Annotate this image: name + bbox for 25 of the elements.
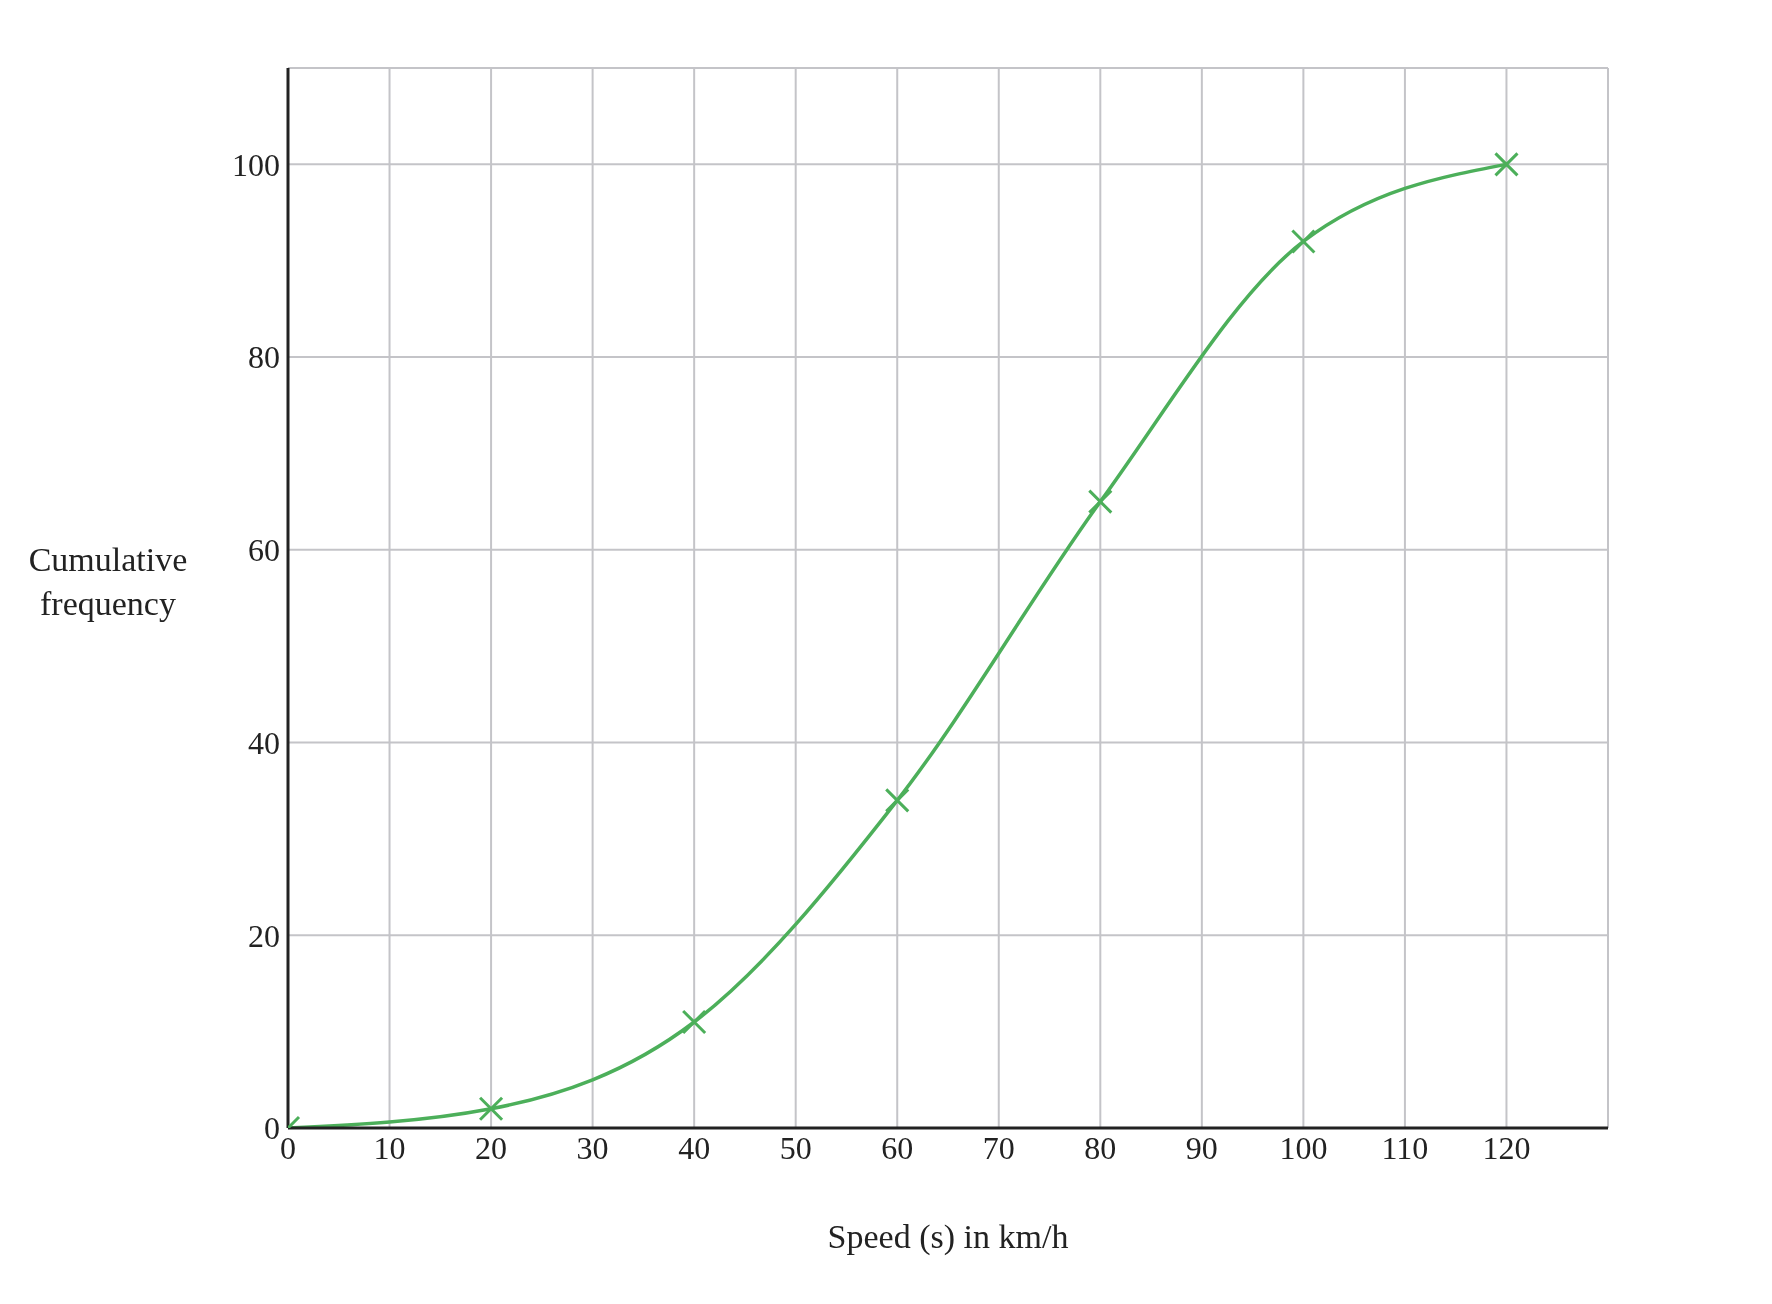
y-tick-label: 40	[248, 724, 280, 761]
x-tick-label: 110	[1381, 1129, 1429, 1166]
x-tick-label: 50	[779, 1129, 812, 1166]
point	[681, 1009, 707, 1035]
x-tick-label: 60	[881, 1129, 914, 1166]
y-tick-label: 80	[248, 339, 280, 376]
x-tick-label: 100	[1279, 1129, 1328, 1166]
point	[1290, 228, 1316, 254]
x-tick-label: 30	[576, 1129, 609, 1166]
y-tick-label: 20	[248, 917, 280, 954]
point	[884, 787, 910, 813]
point	[1493, 151, 1519, 177]
x-tick-label: 70	[982, 1129, 1015, 1166]
y-tick-label: 60	[248, 532, 280, 569]
y-tick-label: 100	[232, 146, 280, 183]
x-tick-label: 80	[1084, 1129, 1117, 1166]
point	[478, 1096, 504, 1122]
x-tick-label: 20	[475, 1129, 508, 1166]
x-tick-label: 90	[1185, 1129, 1218, 1166]
x-tick-label: 10	[373, 1129, 406, 1166]
point	[1087, 489, 1113, 515]
x-tick-label: 120	[1482, 1129, 1531, 1166]
y-axis-title: Cumulative frequency	[27, 539, 189, 624]
x-axis-title: Speed (s) in km/h	[827, 1218, 1069, 1256]
x-tick-label: 40	[678, 1129, 711, 1166]
